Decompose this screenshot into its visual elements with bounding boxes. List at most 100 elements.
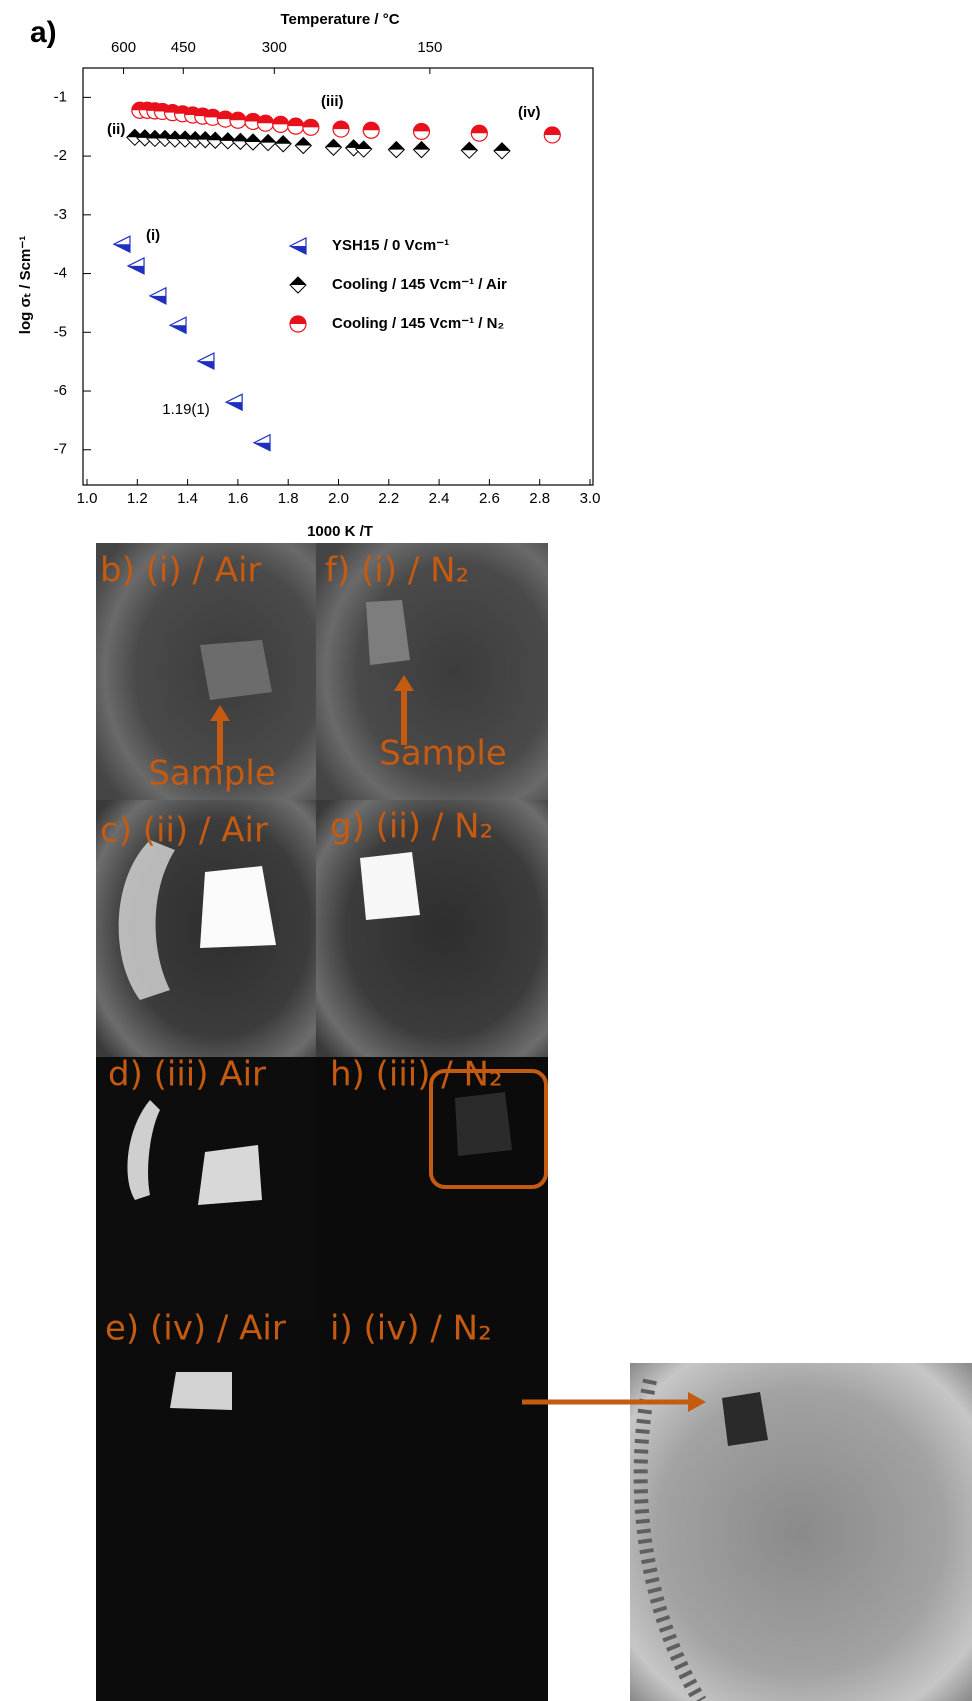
marker-fill <box>388 142 404 150</box>
point <box>494 143 510 159</box>
x-tick-label: 1.2 <box>127 490 148 507</box>
marker-fill <box>290 246 306 254</box>
annotation: (i) <box>146 227 160 244</box>
x-tick-label: 1.8 <box>278 490 299 507</box>
point <box>356 141 372 157</box>
sample <box>455 1092 512 1156</box>
photo-label: c) (ii) / Air <box>100 811 268 851</box>
marker-fill <box>461 142 477 150</box>
x-tick-label: 1.6 <box>227 490 248 507</box>
x-tick-label: 2.4 <box>429 490 450 507</box>
photo-label: i) (iv) / N₂ <box>330 1309 492 1349</box>
photo-label: h) (iii) / N₂ <box>330 1055 503 1095</box>
legend-label: Cooling / 145 Vcm⁻¹ / N₂ <box>332 315 504 332</box>
x-tick-label: 1.0 <box>77 490 98 507</box>
marker-fill <box>325 139 341 147</box>
panel-label: a) <box>30 16 57 49</box>
marker-fill <box>290 277 306 285</box>
legend-entry: Cooling / 145 Vcm⁻¹ / N₂ <box>290 315 504 332</box>
marker-fill <box>245 134 261 142</box>
x-tick-label: 1.4 <box>177 490 198 507</box>
point <box>260 135 276 151</box>
point <box>275 136 291 152</box>
marker-fill <box>273 116 289 124</box>
y-tick-label: -6 <box>54 382 67 399</box>
y-tick-label: -2 <box>54 147 67 164</box>
marker-fill <box>275 136 291 144</box>
point <box>333 121 349 137</box>
legend-label: Cooling / 145 Vcm⁻¹ / Air <box>332 276 507 293</box>
annotation: 1.19(1) <box>162 401 210 418</box>
marker-fill <box>288 118 304 126</box>
point <box>226 394 242 410</box>
point <box>388 142 404 158</box>
point <box>170 317 186 333</box>
photo-label: e) (iv) / Air <box>105 1309 286 1349</box>
x2-tick-label: 300 <box>262 39 287 56</box>
point <box>413 123 429 139</box>
marker-fill <box>544 127 560 135</box>
legend-entry: YSH15 / 0 Vcm⁻¹ <box>290 237 449 254</box>
point <box>273 116 289 132</box>
legend-label: YSH15 / 0 Vcm⁻¹ <box>332 237 449 254</box>
marker-fill <box>333 121 349 129</box>
y-axis-title: log σₜ / Scm⁻¹ <box>17 236 34 334</box>
photo-label: d) (iii) Air <box>108 1055 266 1095</box>
y-tick-label: -1 <box>54 88 67 105</box>
marker-fill <box>363 122 379 130</box>
marker-fill <box>413 142 429 150</box>
inset-sample <box>722 1392 768 1446</box>
point <box>303 119 319 135</box>
x-axis-title: 1000 K /T <box>307 523 373 540</box>
y-tick-label: -4 <box>54 265 67 282</box>
point <box>461 142 477 158</box>
x-tick-label: 2.8 <box>529 490 550 507</box>
annotation: (iv) <box>518 104 541 121</box>
figure: a) b) (i) / AirSamplef) (i) / N₂Samplec)… <box>0 0 972 1701</box>
photo-label: g) (ii) / N₂ <box>330 807 493 847</box>
sample <box>200 640 272 700</box>
inset-photo <box>630 1363 972 1701</box>
x2-axis-title: Temperature / °C <box>280 11 399 28</box>
marker-fill <box>220 133 236 141</box>
x-tick-label: 2.2 <box>378 490 399 507</box>
point <box>114 236 130 252</box>
photo <box>316 1315 548 1701</box>
legend-entry: Cooling / 145 Vcm⁻¹ / Air <box>290 276 507 293</box>
point <box>471 125 487 141</box>
y-tick-label: -5 <box>54 323 67 340</box>
point <box>128 258 144 274</box>
point <box>325 139 341 155</box>
point <box>230 112 246 128</box>
point <box>254 435 270 451</box>
x-tick-label: 2.0 <box>328 490 349 507</box>
photo-label: f) (i) / N₂ <box>325 551 469 591</box>
marker-fill <box>303 119 319 127</box>
marker-fill <box>230 112 246 120</box>
marker-fill <box>290 316 306 324</box>
marker-fill <box>494 143 510 151</box>
point <box>544 127 560 143</box>
y-tick-label: -3 <box>54 206 67 223</box>
x2-tick-label: 150 <box>417 39 442 56</box>
x2-tick-label: 450 <box>171 39 196 56</box>
photo-annotation: Sample <box>379 734 506 774</box>
x-tick-label: 3.0 <box>580 490 601 507</box>
point <box>288 118 304 134</box>
x-tick-label: 2.6 <box>479 490 500 507</box>
x2-tick-label: 600 <box>111 39 136 56</box>
sample <box>360 852 420 920</box>
marker-fill <box>260 135 276 143</box>
marker-fill <box>295 138 311 146</box>
point <box>413 142 429 158</box>
point <box>198 353 214 369</box>
marker-fill <box>232 133 248 141</box>
point <box>150 288 166 304</box>
point <box>295 138 311 154</box>
point <box>245 134 261 150</box>
photo-annotation: Sample <box>148 754 275 794</box>
sample <box>198 1145 262 1205</box>
marker-fill <box>258 115 274 123</box>
